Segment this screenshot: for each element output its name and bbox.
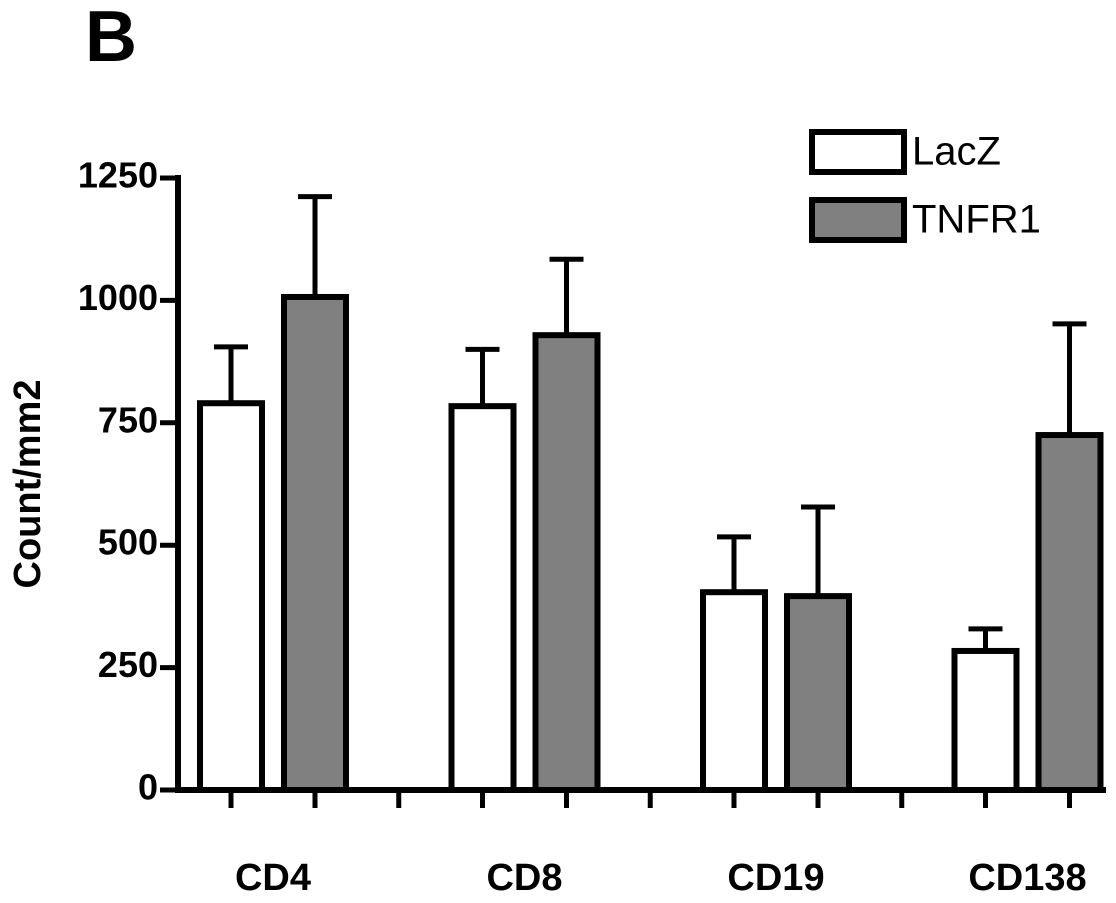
- legend-swatch: [809, 197, 907, 243]
- x-tick-label: CD8: [486, 857, 562, 898]
- y-tick-label: 1000: [78, 277, 158, 318]
- y-tick-label: 0: [138, 767, 158, 808]
- x-tick-label: CD4: [235, 857, 311, 898]
- y-tick-label: 500: [98, 522, 158, 563]
- bar: [951, 647, 1020, 794]
- bar: [281, 293, 349, 793]
- bar: [532, 332, 601, 793]
- y-axis-label: Count/mm2: [7, 380, 49, 589]
- panel-label: B: [85, 0, 137, 77]
- y-tick-label: 1250: [78, 155, 158, 196]
- x-tick-label: CD19: [727, 857, 824, 898]
- bar: [784, 593, 852, 794]
- bar: [1035, 432, 1104, 793]
- legend-label: LacZ: [912, 130, 1001, 174]
- legend-label: TNFR1: [912, 198, 1041, 242]
- bar: [448, 403, 517, 793]
- bar: [700, 589, 768, 793]
- y-tick-label: 250: [98, 644, 158, 685]
- legend-swatch: [809, 129, 907, 175]
- bar: [197, 400, 265, 793]
- x-tick-label: CD138: [968, 857, 1086, 898]
- y-tick-label: 750: [98, 399, 158, 440]
